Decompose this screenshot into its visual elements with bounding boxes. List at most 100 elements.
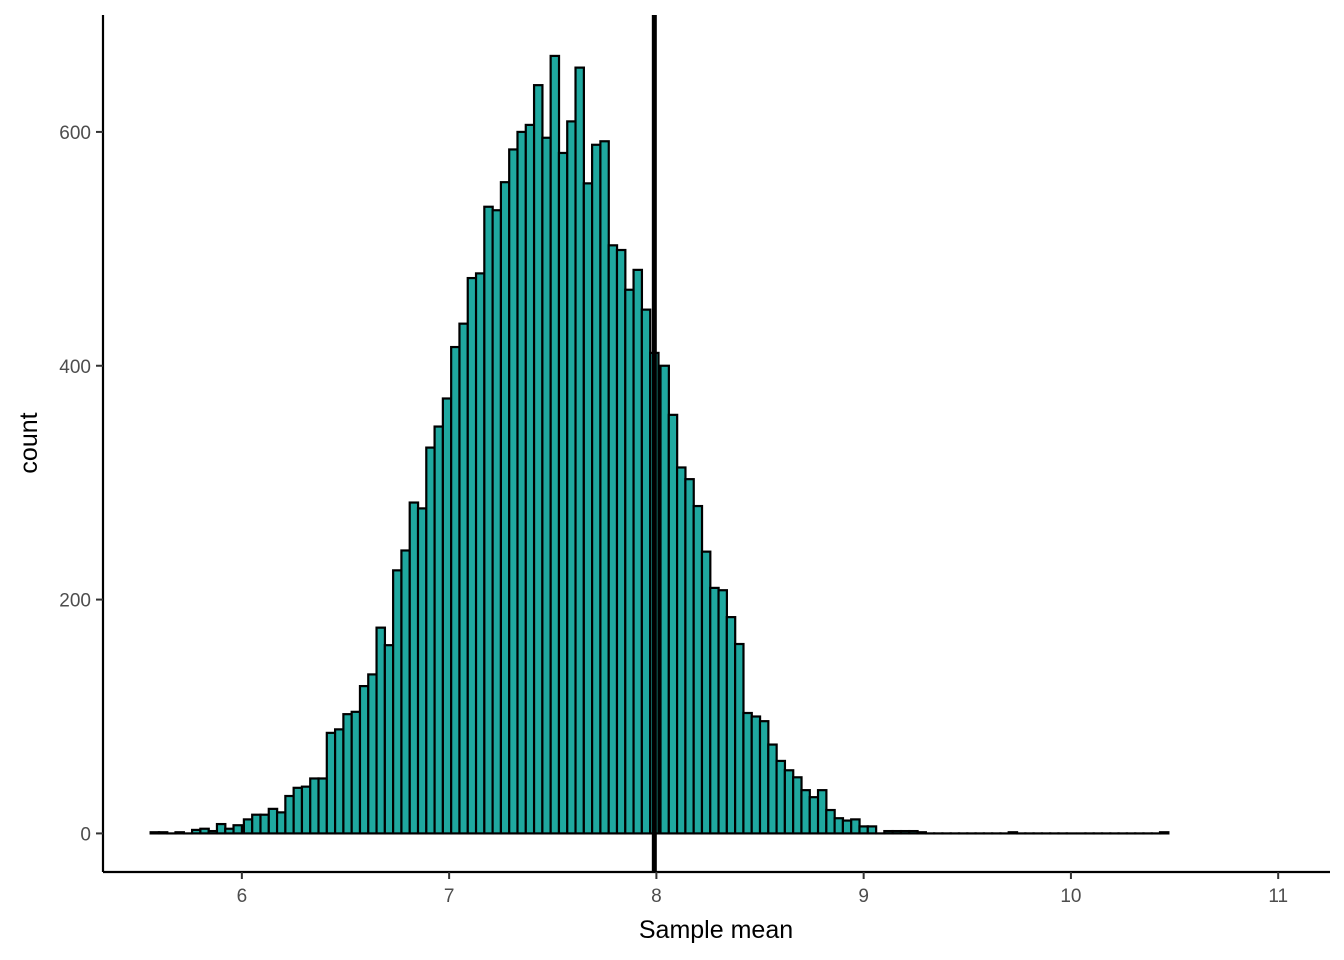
histogram-bar [383, 644, 395, 835]
histogram-bar [800, 789, 811, 835]
histogram-bar [792, 776, 803, 835]
histogram-bar [866, 825, 878, 835]
histogram-bar [899, 829, 911, 835]
y-tick-label: 200 [59, 591, 91, 612]
histogram-bar [816, 789, 828, 835]
histogram-bar [591, 143, 602, 835]
x-tick-label: 9 [858, 886, 869, 907]
histogram-bar [750, 715, 762, 835]
x-tick-label: 6 [237, 886, 248, 907]
histogram-bar [640, 308, 652, 835]
histogram-bar [458, 322, 469, 835]
histogram-bar [516, 130, 527, 835]
histogram-bar [908, 829, 919, 835]
histogram-bar [524, 123, 536, 835]
histogram-bar [259, 813, 270, 835]
histogram-bars [149, 54, 1170, 835]
histogram-bar [199, 827, 210, 835]
histogram-bar [659, 364, 670, 835]
x-tick-label: 8 [651, 886, 662, 907]
histogram-bar [375, 626, 387, 835]
histogram-bar [758, 720, 770, 835]
histogram-bar [466, 276, 478, 835]
histogram-bar [667, 413, 679, 835]
y-tick-label: 600 [59, 123, 91, 144]
histogram-bar [825, 808, 836, 835]
y-axis-title: count [15, 412, 43, 473]
histogram-bar [808, 796, 820, 835]
histogram-bar [916, 831, 927, 835]
histogram-bar [709, 586, 720, 835]
y-axis-ticks: 0 200 400 600 [59, 123, 103, 845]
histogram-bar [251, 813, 262, 835]
histogram-bar [783, 769, 795, 835]
histogram-bar [725, 616, 737, 835]
histogram-bar [582, 182, 594, 835]
histogram-bar [333, 728, 345, 835]
histogram-bar [675, 466, 687, 835]
x-axis-title: Sample mean [639, 916, 793, 944]
y-tick-label: 400 [59, 357, 91, 378]
histogram-bar [499, 181, 511, 835]
histogram-bar [317, 777, 328, 835]
histogram-bar [850, 818, 861, 835]
histogram-bar [309, 777, 320, 835]
histogram-bar [734, 642, 745, 835]
histogram-bar [684, 478, 695, 835]
x-tick-label: 10 [1060, 886, 1081, 907]
histogram-bar [215, 822, 227, 835]
histogram-bar [267, 807, 279, 835]
histogram-bar [325, 731, 337, 835]
histogram-bar [292, 786, 304, 835]
histogram-bar [491, 209, 503, 835]
histogram-bar [700, 550, 712, 835]
histogram-bar [400, 549, 411, 835]
histogram-bar [157, 831, 169, 835]
histogram-bar [615, 248, 627, 835]
histogram-bar [441, 397, 453, 835]
histogram-bar [416, 507, 428, 835]
histogram-bar [508, 148, 519, 835]
histogram-bar [742, 711, 753, 835]
histogram-bar [392, 569, 403, 835]
histogram-bar [557, 151, 569, 835]
histogram-bar [224, 827, 235, 835]
histogram-bar [350, 710, 362, 835]
histogram-bar [207, 829, 219, 835]
x-tick-label: 11 [1268, 886, 1288, 907]
histogram-bar [692, 504, 704, 835]
histogram-bar [284, 794, 295, 835]
histogram-bar [532, 84, 544, 835]
histogram-bar [367, 673, 378, 835]
histogram-bar [566, 120, 577, 835]
histogram-bar [574, 66, 585, 835]
x-tick-label: 7 [444, 886, 455, 907]
histogram-bar [425, 446, 436, 835]
histogram-bar [242, 818, 254, 835]
histogram-bar [607, 244, 619, 835]
histogram-bar [408, 501, 420, 835]
histogram-bar [549, 54, 561, 835]
histogram-bar [190, 828, 202, 835]
histogram-bar [599, 140, 610, 835]
y-tick-label: 0 [80, 824, 91, 845]
histogram-bar [858, 825, 869, 835]
histogram-bar [1158, 831, 1170, 835]
histogram-bar [342, 713, 353, 835]
histogram-bar [232, 824, 244, 835]
histogram-bar [300, 785, 312, 835]
histogram-bar [833, 817, 845, 835]
histogram-bar [174, 831, 185, 835]
x-axis-ticks: 6 7 8 9 10 11 [237, 872, 1288, 907]
histogram-bar [624, 288, 635, 835]
histogram-bar [717, 589, 729, 835]
histogram-bar [275, 811, 287, 835]
histogram-bar [541, 136, 552, 835]
histogram-bar [450, 345, 461, 835]
histogram-bar [433, 425, 445, 835]
histogram-bar [1007, 831, 1019, 835]
histogram-bar [358, 685, 370, 835]
histogram-bar [632, 268, 644, 835]
